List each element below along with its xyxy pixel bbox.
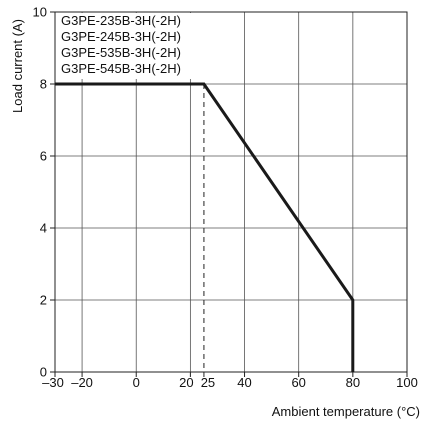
x-tick-label-4: 25 — [201, 375, 215, 390]
y-tick-label-2: 4 — [40, 221, 47, 236]
y-tick-label-3: 6 — [40, 149, 47, 164]
x-axis-label: Ambient temperature (°C) — [272, 404, 420, 419]
legend-entry-3: G3PE-545B-3H(-2H) — [61, 61, 181, 76]
y-tick-label-1: 2 — [40, 293, 47, 308]
y-axis-label: Load current (A) — [10, 19, 25, 113]
y-tick-label-0: 0 — [40, 365, 47, 380]
x-tick-labels: –30 –20 0 20 25 40 60 80 100 — [42, 372, 418, 390]
x-tick-label-1: –20 — [71, 375, 93, 390]
series-group — [55, 82, 355, 372]
plot-border — [54, 11, 408, 373]
legend-entry-2: G3PE-535B-3H(-2H) — [61, 45, 181, 60]
legend-background — [56, 13, 206, 79]
x-tick-label-7: 80 — [346, 375, 360, 390]
x-tick-label-5: 40 — [237, 375, 251, 390]
y-tick-label-5: 10 — [33, 5, 47, 20]
x-tick-label-3: 20 — [179, 375, 193, 390]
x-tick-label-0: –30 — [42, 375, 64, 390]
x-tick-label-6: 60 — [291, 375, 305, 390]
x-tick-label-8: 100 — [396, 375, 418, 390]
legend-entry-0: G3PE-235B-3H(-2H) — [61, 13, 181, 28]
series-line-0 — [55, 82, 355, 372]
y-tick-label-4: 8 — [40, 77, 47, 92]
legend: G3PE-235B-3H(-2H)G3PE-245B-3H(-2H)G3PE-5… — [56, 13, 206, 79]
legend-entry-1: G3PE-245B-3H(-2H) — [61, 29, 181, 44]
x-tick-label-2: 0 — [133, 375, 140, 390]
y-tick-labels: 0 2 4 6 8 10 — [33, 5, 55, 380]
plot-frame — [54, 11, 408, 373]
